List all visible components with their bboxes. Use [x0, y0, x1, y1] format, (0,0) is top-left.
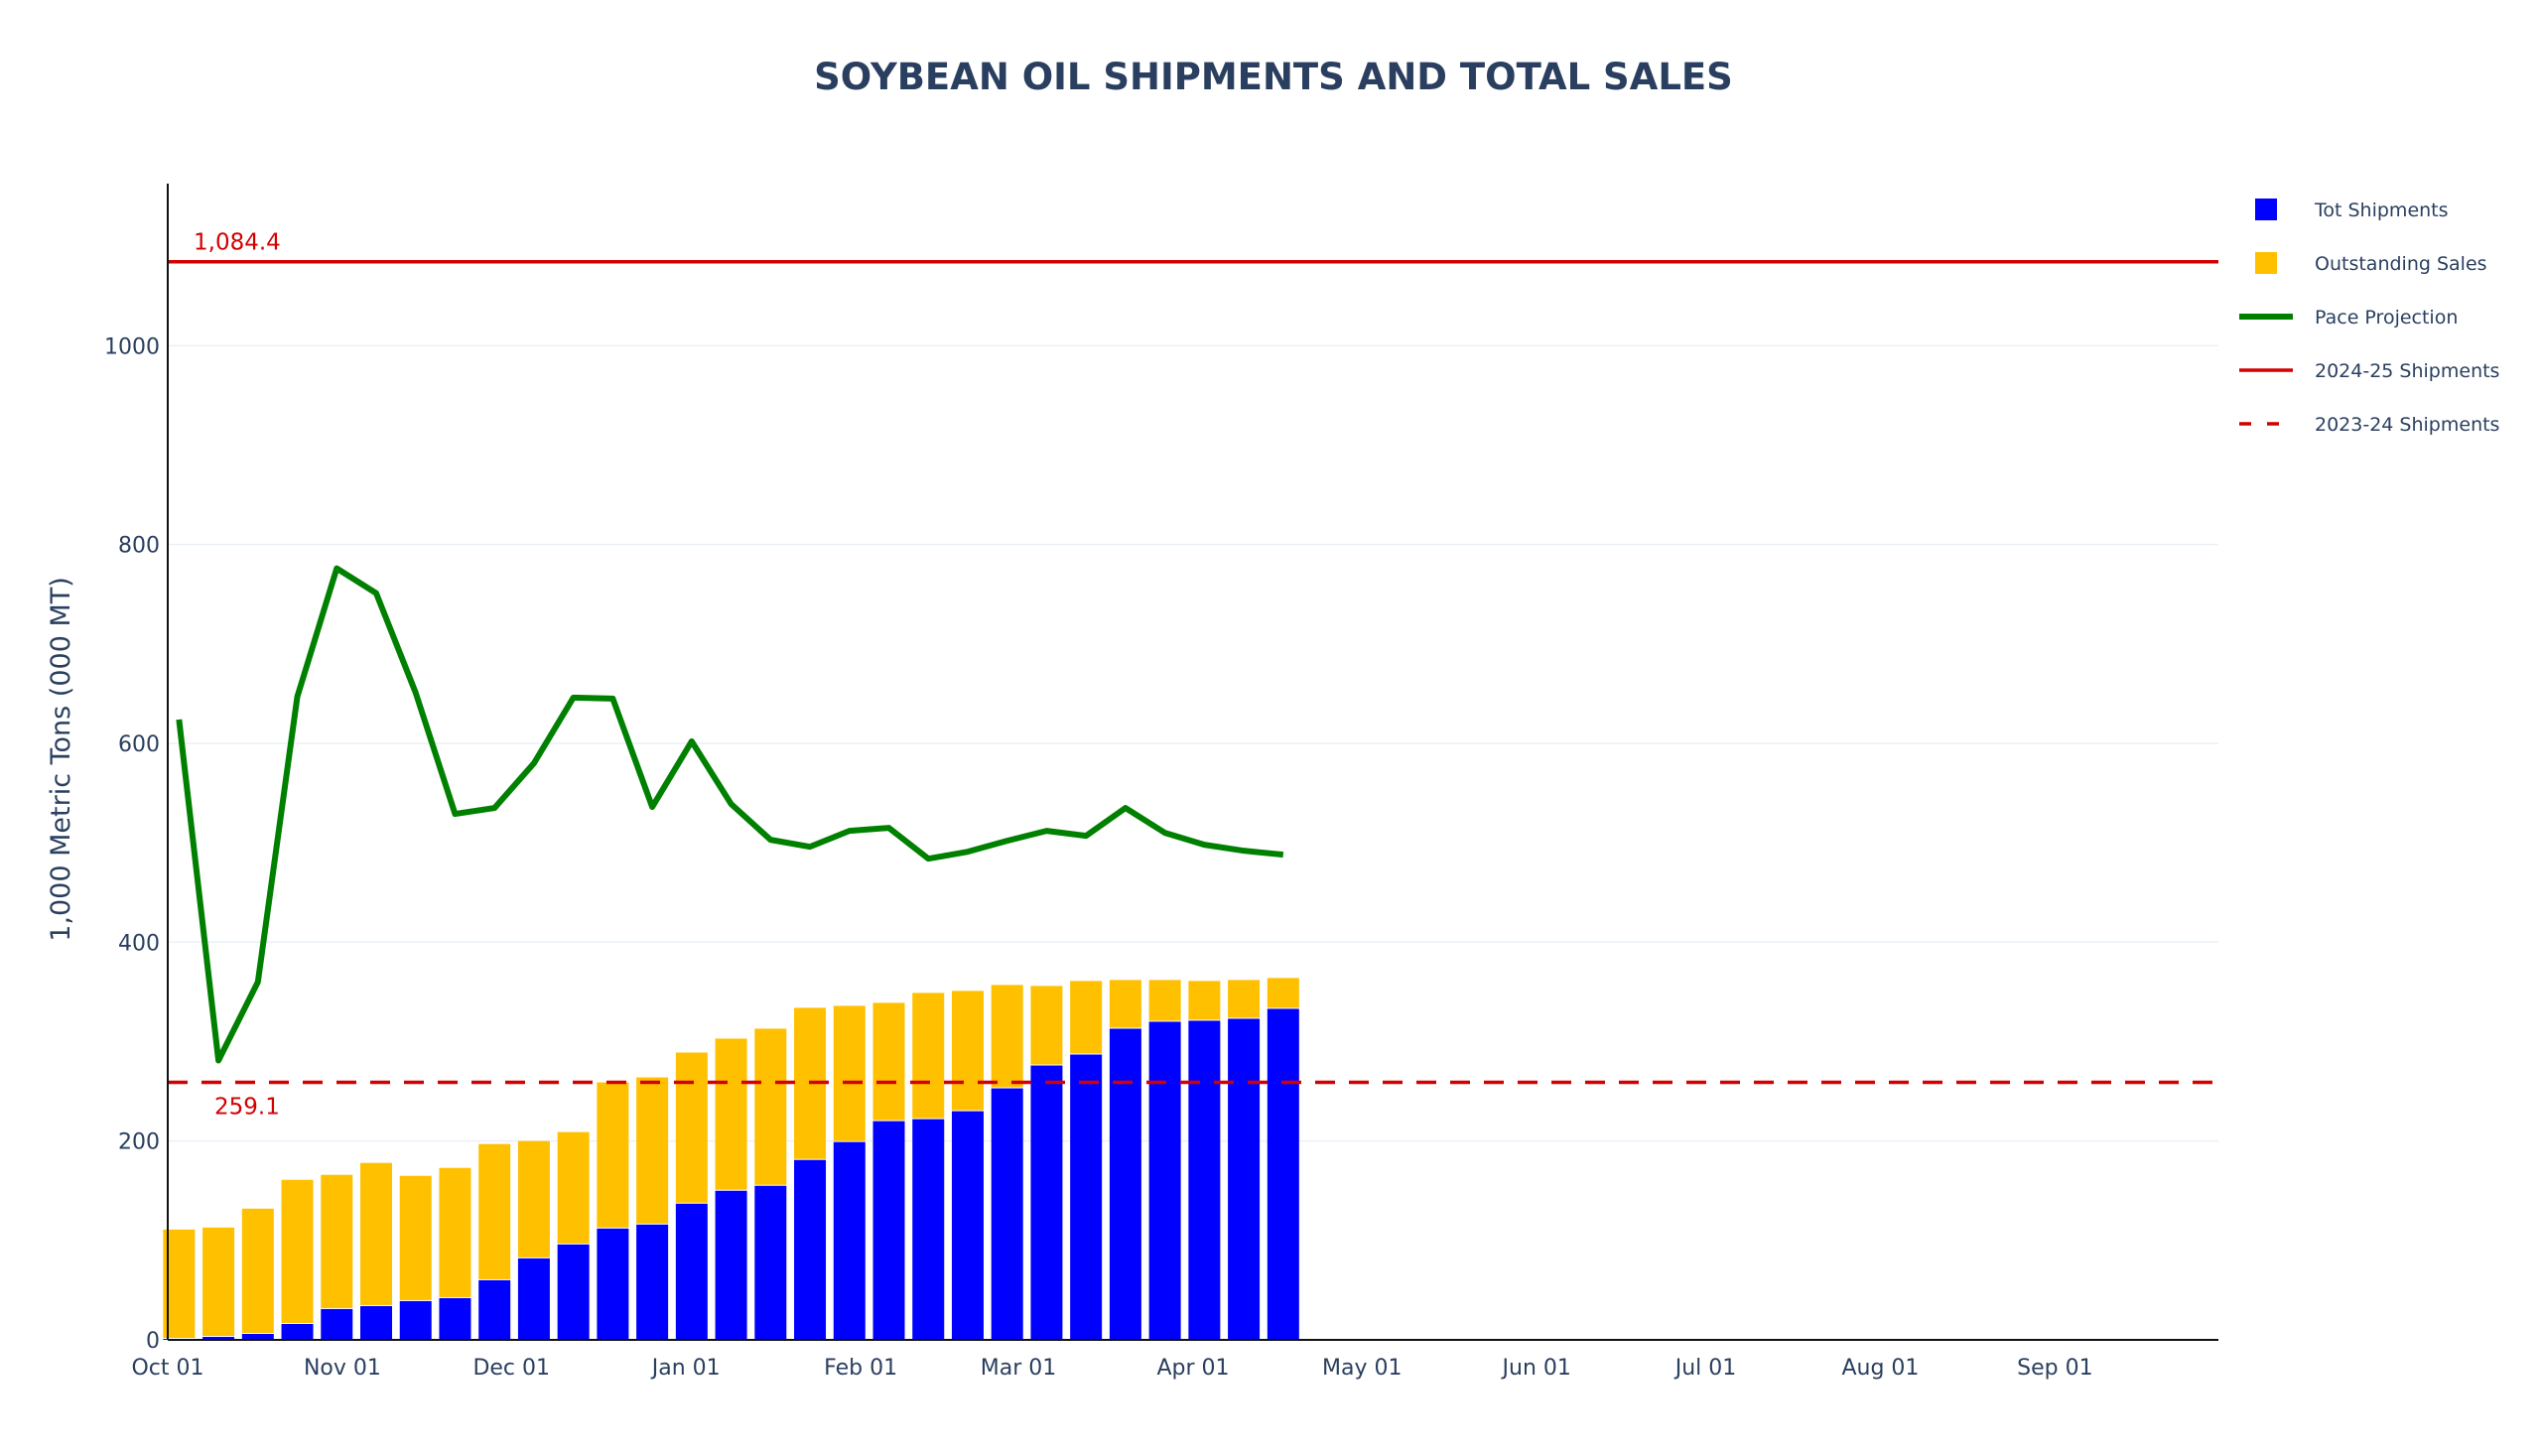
shipments-bar [872, 1121, 905, 1340]
shipments-bar [1070, 1054, 1103, 1340]
legend-item-label: Pace Projection [2315, 307, 2458, 329]
shipments-bar [833, 1141, 866, 1340]
x-tick-label: Jun 01 [1501, 1356, 1571, 1381]
shipments-bar [1228, 1018, 1261, 1340]
shipments-bar [557, 1244, 590, 1340]
outstanding-sales-bar [1030, 986, 1063, 1065]
outstanding-sales-bar [1228, 980, 1261, 1018]
x-tick-label: Apr 01 [1156, 1356, 1229, 1381]
outstanding-sales-bar [597, 1082, 629, 1228]
outstanding-sales-bar [439, 1167, 471, 1297]
y-tick-label: 800 [118, 534, 160, 559]
axes: 0 200 400 600 800 1000 Oct 01 Nov 01 Dec 01 Jan 0… [104, 184, 2218, 1381]
x-tick-label: May 01 [1322, 1356, 1402, 1381]
outstanding-sales-bar [636, 1077, 669, 1224]
gridlines [168, 344, 2218, 1142]
legend-swatch-0 [2255, 199, 2277, 220]
shipments-bar [517, 1257, 550, 1340]
shipments-bar [241, 1333, 274, 1340]
shipments-bar [636, 1224, 669, 1340]
x-tick-label: Jul 01 [1673, 1356, 1737, 1381]
y-tick-label: 1000 [104, 334, 160, 359]
legend-item-label: Tot Shipments [2314, 199, 2449, 221]
x-tick-label: Mar 01 [981, 1356, 1057, 1381]
shipments-bar [1030, 1065, 1063, 1340]
shipments-2023-24-annotation: 259.1 [214, 1094, 280, 1120]
outstanding-sales-bar [872, 1002, 905, 1121]
outstanding-sales-bar [241, 1208, 274, 1333]
legend-swatch-1 [2255, 252, 2277, 274]
x-tick-label: Sep 01 [2017, 1356, 2092, 1381]
legend-item-label: 2023-24 Shipments [2315, 414, 2499, 436]
y-tick-label: 200 [118, 1130, 160, 1155]
shipments-bar [281, 1323, 314, 1340]
outstanding-sales-bar [951, 991, 984, 1111]
outstanding-sales-bar [715, 1038, 747, 1190]
shipments-bar [1109, 1028, 1141, 1340]
shipments-bar [794, 1159, 827, 1340]
outstanding-sales-bar [478, 1143, 511, 1279]
shipments-2024-25-annotation: 1,084.4 [194, 230, 281, 256]
bars [163, 978, 1299, 1340]
y-tick-label: 0 [146, 1329, 160, 1354]
outstanding-sales-bar [1109, 980, 1141, 1028]
outstanding-sales-bar [399, 1175, 432, 1300]
outstanding-sales-bar [321, 1174, 353, 1308]
outstanding-sales-bar [517, 1140, 550, 1257]
legend-item-label: Outstanding Sales [2315, 253, 2487, 275]
outstanding-sales-bar [833, 1005, 866, 1141]
legend[interactable]: Tot Shipments Outstanding Sales Pace Proje… [2239, 199, 2499, 436]
shipments-bar [202, 1336, 235, 1340]
outstanding-sales-bar [1267, 978, 1299, 1008]
x-tick-label: Nov 01 [304, 1356, 381, 1381]
shipments-bar [1267, 1008, 1299, 1340]
shipments-bar [478, 1279, 511, 1340]
x-tick-label: Dec 01 [472, 1356, 550, 1381]
outstanding-sales-bar [202, 1227, 235, 1336]
shipments-bar [597, 1228, 629, 1340]
x-tick-label: Feb 01 [824, 1356, 897, 1381]
y-tick-label: 600 [118, 732, 160, 757]
shipments-bar [321, 1308, 353, 1340]
x-tick-label: Aug 01 [1841, 1356, 1919, 1381]
x-tick-label: Jan 01 [650, 1356, 721, 1381]
shipments-bar [951, 1111, 984, 1340]
outstanding-sales-bar [912, 993, 945, 1119]
lines: 1,084.4 259.1 [168, 230, 2218, 1120]
shipments-bar [754, 1185, 787, 1340]
pace-projection-line [176, 565, 1284, 1064]
outstanding-sales-bar [1070, 981, 1103, 1054]
chart-title: SOYBEAN OIL SHIPMENTS AND TOTAL SALES [814, 56, 1733, 98]
outstanding-sales-bar [1188, 981, 1221, 1020]
outstanding-sales-bar [557, 1131, 590, 1244]
outstanding-sales-bar [1148, 980, 1181, 1021]
outstanding-sales-bar [281, 1179, 314, 1323]
legend-item-label: 2024-25 Shipments [2315, 360, 2499, 382]
shipments-bar [991, 1088, 1023, 1340]
shipments-bar [1148, 1021, 1181, 1340]
y-axis-label: 1,000 Metric Tons (000 MT) [46, 577, 76, 942]
y-tick-label: 400 [118, 931, 160, 956]
outstanding-sales-bar [991, 985, 1023, 1088]
shipments-bar [715, 1190, 747, 1340]
shipments-bar [360, 1305, 393, 1340]
shipments-bar [399, 1300, 432, 1340]
outstanding-sales-bar [675, 1052, 708, 1203]
shipments-bar [439, 1297, 471, 1340]
x-tick-label: Oct 01 [131, 1356, 203, 1381]
shipments-bar [1188, 1020, 1221, 1340]
shipments-bar [912, 1119, 945, 1340]
outstanding-sales-bar [360, 1162, 393, 1305]
shipments-bar [675, 1203, 708, 1340]
outstanding-sales-bar [754, 1028, 787, 1185]
